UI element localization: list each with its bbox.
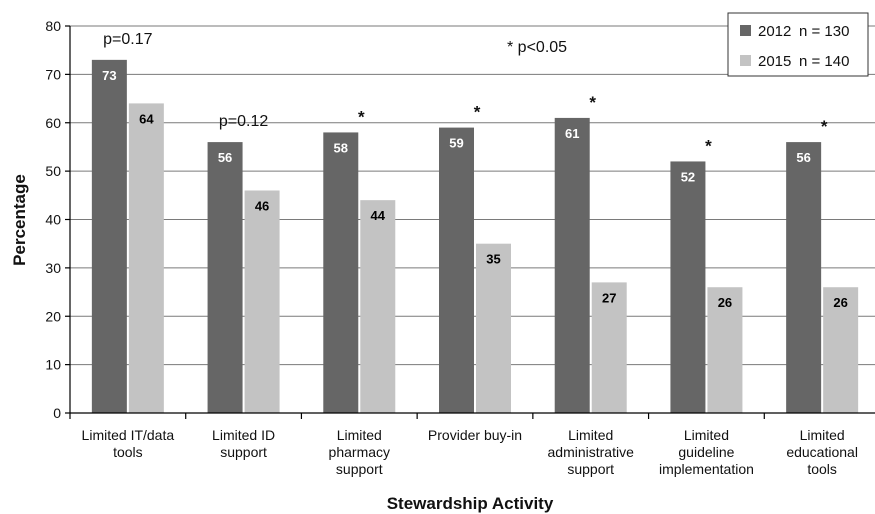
- bar-2015: [591, 282, 627, 413]
- x-category-label: Limited guideline implementation: [659, 427, 754, 477]
- bars: 73 64 56 46 58 44 59 35 61 27 52 26 56 26: [91, 59, 859, 414]
- significance-star: *: [358, 107, 365, 126]
- significance-star: *: [474, 103, 481, 122]
- y-tick-label: 40: [45, 212, 61, 228]
- bar-2015: [360, 200, 396, 413]
- bar-value-label: 64: [139, 111, 154, 126]
- bar-2012: [786, 142, 822, 413]
- bar-2012: [670, 161, 706, 413]
- p-value-label: p=0.17: [103, 31, 152, 48]
- legend-label-2015: 2015: [758, 53, 791, 70]
- legend: 2012 n = 130 2015 n = 140: [727, 12, 869, 77]
- bar-2015: [823, 287, 859, 413]
- bar-value-label: 59: [449, 136, 463, 151]
- bar-value-label: 73: [102, 68, 116, 83]
- y-tick-label: 0: [53, 405, 61, 421]
- y-tick-label: 30: [45, 260, 61, 276]
- significance-annotations: p=0.17 p=0.12 * * * * *: [103, 31, 828, 156]
- legend-label-2012: 2012: [758, 23, 791, 40]
- bar-value-label: 26: [718, 295, 732, 310]
- legend-n-2012: n = 130: [799, 23, 849, 40]
- axes: [69, 26, 875, 419]
- legend-n-2015: n = 140: [799, 53, 849, 70]
- bar-value-label: 56: [796, 150, 810, 165]
- bar-value-label: 56: [218, 150, 232, 165]
- y-tick-label: 60: [45, 115, 61, 131]
- y-tick-label: 20: [45, 308, 61, 324]
- x-category-label: Limited IT/data tools: [82, 427, 175, 460]
- bar-value-label: 46: [255, 198, 269, 213]
- bar-2012: [91, 59, 127, 414]
- bar-value-label: 44: [371, 208, 386, 223]
- significance-star: *: [705, 136, 712, 155]
- bar-2012: [323, 132, 359, 414]
- y-tick-labels: 0 10 20 30 40 50 60 70 80: [45, 18, 61, 421]
- bar-2012: [554, 117, 590, 413]
- bar-2015: [707, 287, 743, 413]
- x-category-label: Limited pharmacy support: [329, 427, 390, 477]
- p-value-label: p=0.12: [219, 113, 268, 130]
- bar-value-label: 26: [833, 295, 847, 310]
- bar-value-label: 27: [602, 290, 616, 305]
- x-category-label: Limited ID support: [212, 427, 275, 460]
- bar-value-label: 58: [334, 140, 348, 155]
- x-category-label: Provider buy-in: [428, 427, 522, 443]
- bar-2012: [207, 142, 243, 413]
- y-tick-label: 70: [45, 66, 61, 82]
- x-category-label: Limited educational tools: [786, 427, 858, 477]
- bar-value-label: 52: [681, 169, 695, 184]
- bar-value-label: 61: [565, 126, 579, 141]
- bar-2015: [244, 190, 280, 413]
- bar-2015: [128, 103, 164, 414]
- legend-box: [727, 12, 869, 77]
- x-axis-title: Stewardship Activity: [387, 494, 554, 513]
- x-category-labels: Limited IT/data tools Limited ID support Lim…: [82, 427, 858, 477]
- bar-2015: [476, 243, 511, 413]
- legend-swatch-2012: [740, 25, 751, 36]
- y-axis-title: Percentage: [10, 174, 29, 266]
- legend-swatch-2015: [740, 55, 751, 66]
- significance-star: *: [589, 93, 596, 112]
- bar-value-label: 35: [486, 252, 500, 267]
- significance-star: *: [821, 117, 828, 136]
- y-tick-label: 10: [45, 357, 61, 373]
- y-tick-label: 50: [45, 163, 61, 179]
- bar-2012: [439, 127, 474, 414]
- y-tick-label: 80: [45, 18, 61, 34]
- x-category-label: Limited administrative support: [548, 427, 635, 477]
- legend-note: * p<0.05: [507, 39, 567, 56]
